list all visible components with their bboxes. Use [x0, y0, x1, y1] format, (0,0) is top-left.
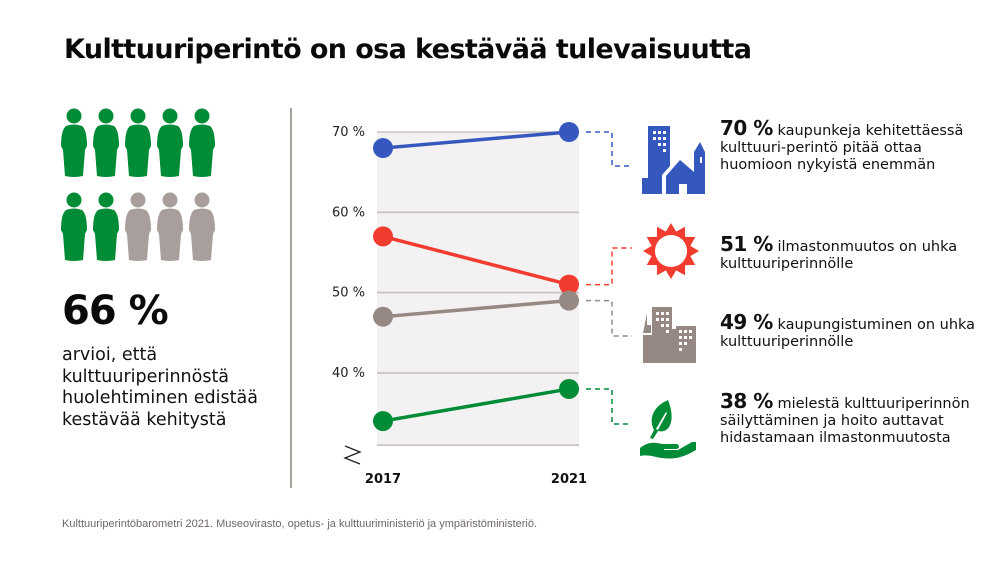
hand-leaf-icon	[640, 400, 696, 459]
callout-percentage: 51 %	[720, 232, 773, 256]
person-icon	[61, 192, 87, 261]
city-church-icon	[642, 126, 705, 194]
callout-percentage: 49 %	[720, 310, 773, 334]
buildings-icon	[643, 307, 696, 363]
callout-text: kaupunkeja kehitettäessä kulttuuri-perin…	[720, 123, 964, 173]
series-line	[382, 298, 570, 319]
data-point	[373, 411, 393, 432]
person-icon	[93, 108, 119, 177]
data-point	[559, 122, 579, 142]
data-point	[373, 138, 393, 159]
person-icon	[189, 108, 215, 177]
source-footnote: Kulttuuriperintöbarometri 2021. Museovir…	[62, 518, 538, 530]
x-tick-label: 2021	[551, 472, 587, 487]
person-icon	[189, 192, 215, 261]
callout-text: ilmastonmuutos on uhka kulttuuriperinnöl…	[720, 239, 958, 272]
slope-chart: 70 % 60 % 50 % 40 % 2017 2021	[332, 122, 587, 487]
person-icon	[125, 192, 151, 261]
person-icon	[93, 192, 119, 261]
series-0	[373, 122, 579, 159]
callout-49: 49 % kaupungistuminen on uhka kulttuurip…	[720, 312, 980, 351]
data-point	[559, 274, 579, 295]
section-divider	[290, 108, 292, 488]
series-line	[382, 387, 570, 423]
people-pictogram	[60, 108, 220, 268]
axis-break-icon	[343, 445, 362, 465]
series-1	[373, 226, 579, 295]
series-3	[373, 378, 579, 432]
person-icon	[125, 108, 151, 177]
callout-text: kaupungistuminen on uhka kulttuuriperinn…	[720, 317, 976, 350]
callout-70: 70 % kaupunkeja kehitettäessä kulttuuri-…	[720, 118, 980, 174]
callout-percentage: 38 %	[720, 389, 773, 413]
person-icon	[61, 108, 87, 177]
data-point	[559, 378, 579, 399]
x-tick-label: 2017	[365, 472, 401, 487]
data-point	[559, 290, 579, 311]
data-point	[373, 226, 393, 247]
page-title: Kulttuuriperintö on osa kestävää tulevai…	[64, 34, 752, 65]
series-line	[382, 130, 570, 150]
y-tick-label: 70 %	[332, 125, 365, 140]
sun-icon	[643, 223, 699, 279]
person-icon	[157, 192, 183, 261]
callout-percentage: 70 %	[720, 116, 773, 140]
series-line	[382, 234, 570, 287]
person-icon	[157, 108, 183, 177]
series-2	[373, 290, 579, 327]
callout-51: 51 % ilmastonmuutos on uhka kulttuuriper…	[720, 234, 980, 273]
data-point	[373, 306, 393, 327]
plot-background	[377, 132, 579, 446]
callout-38: 38 % mielestä kulttuuriperinnön säilyttä…	[720, 391, 980, 447]
headline-description: arvioi, että kulttuuriperinnöstä huoleht…	[62, 345, 258, 430]
y-tick-label: 60 %	[332, 205, 365, 220]
headline-percentage: 66 %	[62, 288, 169, 334]
y-tick-label: 50 %	[332, 286, 365, 301]
callout-text: mielestä kulttuuriperinnön säilyttäminen…	[720, 396, 970, 446]
y-tick-label: 40 %	[332, 366, 365, 381]
